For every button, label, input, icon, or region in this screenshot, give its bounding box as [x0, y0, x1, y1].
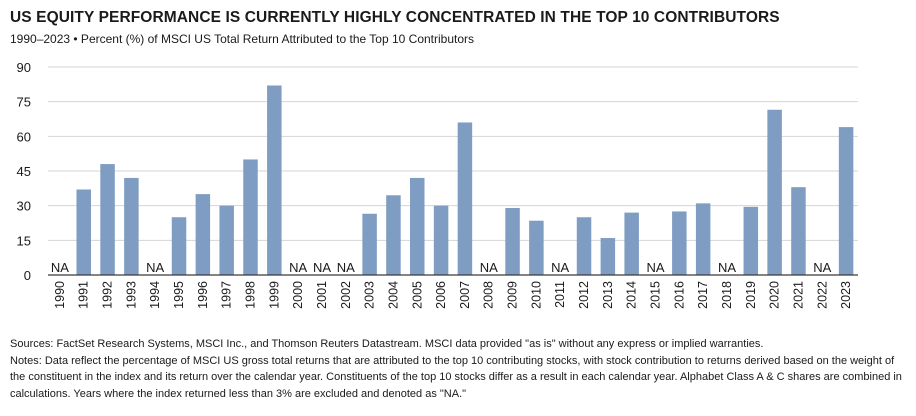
x-tick-label: 2017 — [696, 281, 710, 309]
bar — [600, 238, 616, 275]
bar — [171, 217, 187, 275]
x-tick-label: 2014 — [625, 281, 639, 309]
chart-subtitle: 1990–2023 • Percent (%) of MSCI US Total… — [10, 32, 475, 46]
bar — [386, 195, 401, 275]
x-tick-label: 2015 — [649, 281, 663, 309]
x-tick-label: 2000 — [291, 281, 305, 309]
x-tick-label: 2020 — [768, 281, 782, 309]
y-tick-label: 30 — [17, 199, 31, 214]
na-label: NA — [480, 260, 498, 275]
x-tick-label: 1990 — [53, 281, 67, 309]
y-tick-label: 15 — [17, 233, 31, 248]
na-label: NA — [146, 260, 164, 275]
x-tick-label: 2013 — [601, 281, 615, 309]
bar — [838, 127, 854, 275]
bar — [767, 109, 782, 275]
x-tick-label: 1996 — [196, 281, 210, 309]
x-tick-label: 2011 — [553, 281, 567, 308]
bar — [124, 177, 139, 275]
x-tick-label: 2018 — [720, 281, 734, 309]
bar — [100, 164, 115, 275]
bar-chart: 0 15 30 45 60 75 90 NA 1990 1991 1992 1993 NA 1994 199… — [17, 60, 858, 309]
bar — [195, 194, 211, 275]
na-label: NA — [646, 260, 664, 275]
y-tick-label: 0 — [24, 268, 31, 283]
x-tick-label: 2002 — [339, 281, 353, 309]
x-tick-label: 1991 — [77, 281, 91, 309]
bar — [267, 85, 282, 275]
na-label: NA — [813, 260, 831, 275]
x-tick-label: 1993 — [124, 281, 138, 309]
x-tick-label: 1999 — [267, 281, 281, 309]
x-tick-label: 2005 — [410, 281, 424, 309]
x-tick-label: 1992 — [101, 281, 115, 309]
x-tick-label: 1998 — [244, 281, 258, 309]
x-tick-label: 2009 — [506, 281, 520, 309]
notes-text: Notes: Data reflect the percentage of MS… — [10, 354, 902, 400]
bar — [219, 205, 234, 275]
na-label: NA — [313, 260, 331, 275]
bar — [576, 217, 592, 275]
na-label: NA — [337, 260, 355, 275]
x-tick-label: 2008 — [482, 281, 496, 309]
x-tick-label: 2023 — [839, 281, 853, 309]
bar — [505, 207, 520, 275]
x-tick-label: 2003 — [363, 281, 377, 309]
x-tick-label: 2007 — [458, 281, 472, 309]
x-tick-label: 2010 — [529, 281, 543, 309]
x-tick-label: 2006 — [434, 281, 448, 309]
chart-title: US EQUITY PERFORMANCE IS CURRENTLY HIGHL… — [10, 9, 780, 26]
y-tick-label: 90 — [17, 60, 31, 75]
bar — [791, 187, 806, 275]
x-tick-label: 2012 — [577, 281, 591, 309]
na-label: NA — [51, 260, 69, 275]
y-tick-label: 60 — [17, 129, 31, 144]
bar — [624, 212, 639, 275]
bar — [457, 122, 473, 275]
bar — [76, 189, 91, 275]
sources-note: Sources: FactSet Research Systems, MSCI … — [10, 338, 764, 350]
bar — [243, 159, 258, 275]
x-tick-label: 2022 — [815, 281, 829, 309]
y-tick-label: 45 — [17, 164, 31, 179]
na-label: NA — [551, 260, 569, 275]
x-tick-label: 2004 — [386, 281, 400, 309]
x-tick-label: 2019 — [744, 281, 758, 309]
x-tick-label: 2001 — [315, 281, 329, 309]
bar — [529, 220, 544, 275]
x-tick-label: 2016 — [672, 281, 686, 309]
x-tick-label: 2021 — [791, 281, 805, 309]
na-label: NA — [289, 260, 307, 275]
bar — [433, 205, 449, 275]
x-tick-label: 1994 — [148, 281, 162, 309]
bar — [410, 177, 425, 275]
na-label: NA — [718, 260, 736, 275]
y-tick-label: 75 — [17, 95, 31, 110]
bar — [743, 206, 759, 275]
bar — [672, 211, 687, 275]
bar — [362, 213, 377, 275]
x-tick-label: 1995 — [172, 281, 186, 309]
chart-footer: Sources: FactSet Research Systems, MSCI … — [10, 336, 905, 402]
x-tick-label: 1997 — [220, 281, 234, 309]
bar — [695, 203, 711, 275]
